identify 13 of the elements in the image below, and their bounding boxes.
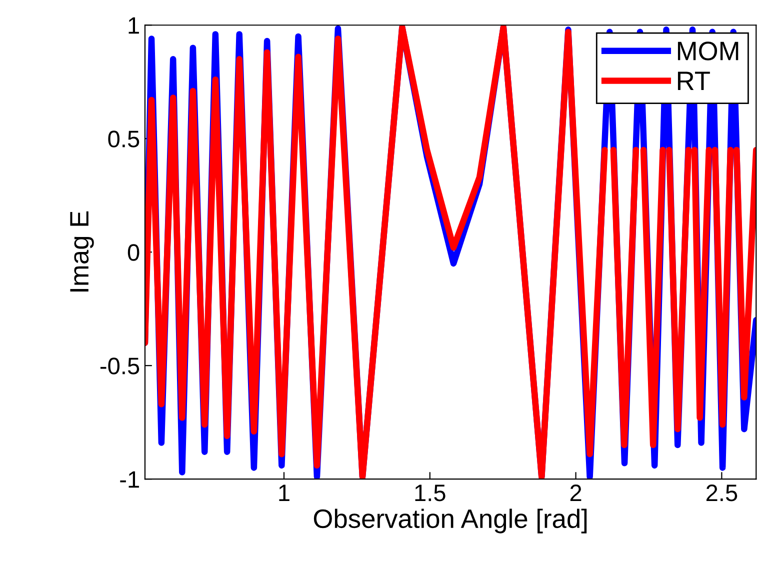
y-tick-label: -0.5 <box>100 358 140 374</box>
x-tick-label: 2.5 <box>706 484 738 502</box>
x-tick-label: 1.5 <box>415 484 446 502</box>
y-axis-title: Imag E <box>70 211 94 292</box>
y-tick-label: -1 <box>120 471 139 488</box>
x-tick-label: 1 <box>279 484 290 502</box>
y-tick-label: 0.5 <box>108 130 140 148</box>
y-tick-label: 0 <box>128 244 140 261</box>
y-tick-label: 1 <box>128 17 139 34</box>
x-axis-title: Observation Angle [rad] <box>314 508 587 534</box>
legend-label: MOM <box>678 42 738 60</box>
x-tick-label: 2 <box>570 484 582 502</box>
legend-label: RT <box>678 72 710 90</box>
